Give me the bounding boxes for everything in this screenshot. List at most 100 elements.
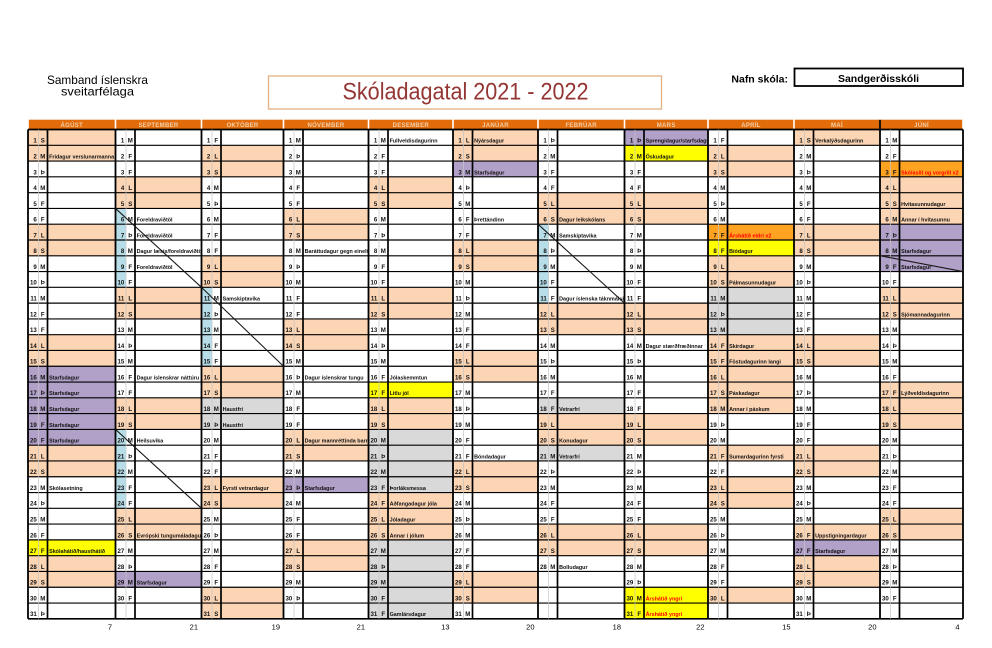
svg-text:14: 14 [30,343,37,350]
svg-text:L: L [381,517,385,524]
svg-text:F: F [214,343,218,350]
svg-text:M: M [720,327,725,334]
svg-text:29: 29 [455,580,462,587]
svg-text:26: 26 [796,532,803,539]
svg-text:27: 27 [796,548,803,555]
svg-text:23: 23 [30,485,37,492]
svg-text:30: 30 [204,595,211,602]
svg-text:F: F [214,453,218,460]
svg-text:21: 21 [710,453,717,460]
svg-text:3: 3 [799,169,803,176]
svg-text:25: 25 [30,517,37,524]
svg-text:11: 11 [882,296,889,303]
svg-text:7: 7 [713,232,717,239]
svg-text:29: 29 [627,580,634,587]
svg-text:3: 3 [207,169,211,176]
svg-text:F: F [637,406,641,413]
svg-text:Þ: Þ [721,201,725,208]
svg-text:L: L [466,469,470,476]
svg-text:Þ: Þ [807,390,811,397]
svg-text:3: 3 [630,169,634,176]
svg-text:S: S [41,580,45,587]
svg-text:M: M [637,374,642,381]
svg-text:F: F [637,611,641,618]
svg-text:S: S [893,532,897,539]
svg-text:1: 1 [885,138,889,145]
svg-text:28: 28 [540,564,547,571]
svg-text:L: L [41,343,45,350]
svg-text:M: M [296,248,301,255]
svg-text:F: F [381,485,385,492]
svg-text:F: F [381,611,385,618]
svg-text:Þ: Þ [296,153,300,160]
svg-text:13: 13 [627,327,634,334]
svg-text:15: 15 [796,359,803,366]
svg-text:29: 29 [118,580,125,587]
svg-text:M: M [381,359,386,366]
svg-text:M: M [296,469,301,476]
svg-text:16: 16 [710,374,717,381]
svg-text:30: 30 [118,595,125,602]
svg-text:Þ: Þ [551,359,555,366]
svg-text:12: 12 [30,311,37,318]
svg-text:L: L [128,517,132,524]
svg-text:25: 25 [710,517,717,524]
svg-text:M: M [550,453,555,460]
svg-text:M: M [465,611,470,618]
svg-text:Annar í jólum: Annar í jólum [390,533,425,539]
svg-text:F: F [296,532,300,539]
svg-text:3: 3 [713,169,717,176]
svg-text:Heilsuvika: Heilsuvika [137,439,165,445]
svg-text:F: F [214,248,218,255]
svg-text:30: 30 [796,595,803,602]
svg-text:Starfsdagur: Starfsdagur [49,391,80,397]
svg-text:24: 24 [371,501,378,508]
svg-text:S: S [381,201,385,208]
svg-text:Foreldraviðtöl: Foreldraviðtöl [137,217,173,224]
svg-text:M: M [381,438,386,445]
svg-text:F: F [128,390,132,397]
svg-text:F: F [721,248,725,255]
svg-text:M: M [892,327,897,334]
svg-text:8: 8 [207,248,211,255]
svg-text:10: 10 [286,280,293,287]
svg-text:F: F [128,153,132,160]
svg-text:L: L [807,232,811,239]
svg-text:M: M [892,138,897,145]
svg-text:18: 18 [540,406,547,413]
svg-text:Starfsdagur: Starfsdagur [49,407,80,413]
svg-text:F: F [41,532,45,539]
svg-text:8: 8 [543,248,547,255]
svg-text:S: S [466,264,470,271]
svg-text:S: S [214,501,218,508]
svg-text:15: 15 [882,359,889,366]
svg-text:M: M [720,548,725,555]
svg-text:S: S [721,169,725,176]
svg-text:10: 10 [30,280,37,287]
svg-text:Starfsdagur: Starfsdagur [49,375,80,381]
svg-text:21: 21 [796,453,803,460]
svg-text:M: M [381,548,386,555]
svg-text:M: M [550,343,555,350]
svg-text:5: 5 [33,201,37,208]
svg-text:M: M [892,469,897,476]
svg-text:27: 27 [118,548,125,555]
svg-text:16: 16 [882,374,889,381]
svg-text:L: L [296,217,300,224]
svg-text:Þ: Þ [551,138,555,145]
svg-text:Þ: Þ [807,280,811,287]
svg-text:10: 10 [118,280,125,287]
svg-text:21: 21 [286,453,293,460]
svg-text:M: M [381,580,386,587]
svg-text:S: S [637,548,641,555]
svg-text:M: M [465,169,470,176]
svg-text:F: F [466,564,470,571]
svg-text:7: 7 [374,232,378,239]
svg-text:M: M [214,327,219,334]
svg-text:4: 4 [374,185,378,192]
svg-text:11: 11 [118,296,125,303]
svg-text:M: M [214,548,219,555]
svg-text:L: L [466,580,470,587]
svg-text:S: S [214,611,218,618]
svg-text:M: M [550,374,555,381]
